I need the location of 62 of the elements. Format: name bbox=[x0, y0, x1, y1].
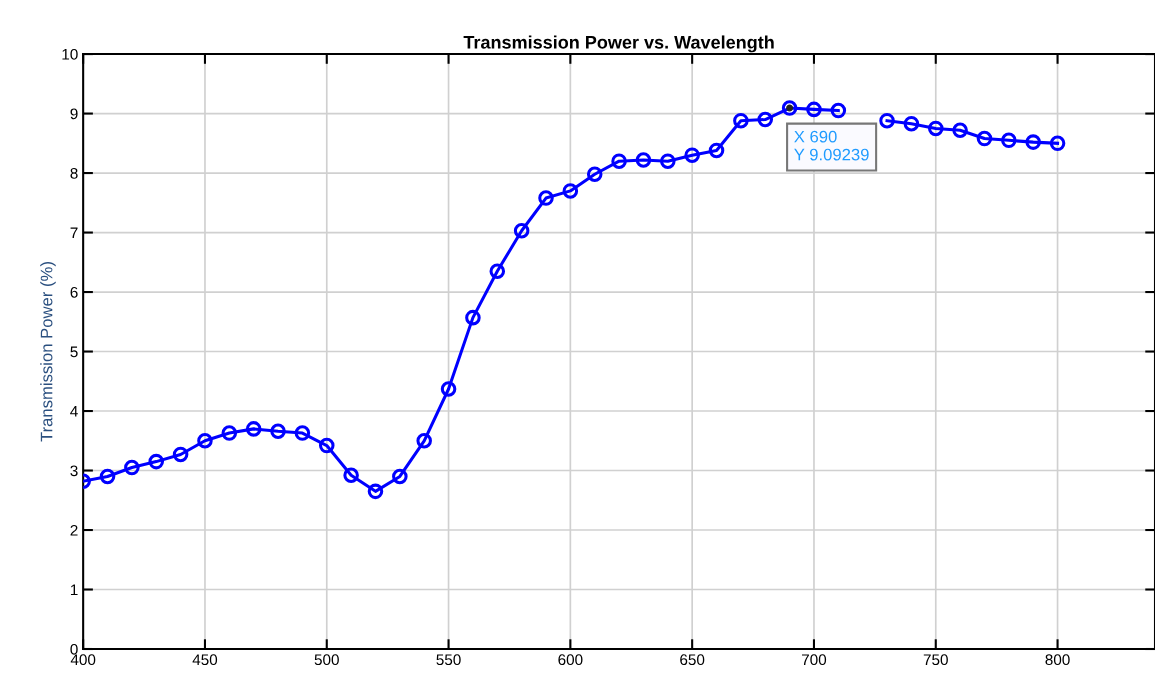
point bbox=[708, 142, 725, 159]
x-tick-label: 600 bbox=[558, 654, 583, 666]
point bbox=[245, 421, 262, 437]
point bbox=[781, 100, 798, 116]
point bbox=[148, 453, 165, 470]
point bbox=[489, 263, 506, 279]
y-tick-label: 8 bbox=[70, 167, 78, 179]
point bbox=[1025, 134, 1041, 150]
point bbox=[99, 468, 116, 485]
point bbox=[660, 153, 676, 169]
point bbox=[197, 433, 213, 449]
point bbox=[294, 425, 311, 441]
y-tick-label: 10 bbox=[62, 48, 78, 60]
point bbox=[684, 147, 700, 163]
point bbox=[392, 468, 408, 485]
point bbox=[172, 446, 189, 463]
annotation: X 690 Y 9.09239 bbox=[794, 130, 869, 161]
point bbox=[611, 153, 627, 169]
x-tick-label: 450 bbox=[192, 654, 218, 666]
point bbox=[635, 152, 652, 168]
point bbox=[440, 381, 457, 397]
point bbox=[927, 120, 944, 137]
point bbox=[367, 483, 384, 500]
point bbox=[830, 102, 847, 119]
x-tick-label: 800 bbox=[1045, 654, 1070, 666]
point bbox=[318, 437, 335, 454]
point bbox=[513, 222, 530, 239]
point bbox=[465, 309, 481, 326]
point bbox=[1049, 135, 1066, 152]
y-tick-label: 9 bbox=[70, 108, 78, 120]
y-tick-label: 3 bbox=[70, 465, 78, 477]
y-tick-label: 4 bbox=[70, 406, 78, 417]
point bbox=[562, 183, 579, 199]
point bbox=[733, 112, 749, 129]
point bbox=[538, 190, 554, 206]
y-axis-title: Transmission Power (%) bbox=[40, 262, 56, 442]
x-tick-label: 750 bbox=[923, 654, 948, 666]
y-tick-label: 5 bbox=[70, 346, 78, 358]
y-tick-label: 0 bbox=[70, 643, 78, 655]
point bbox=[757, 111, 774, 128]
x-tick-label: 700 bbox=[802, 654, 827, 666]
point bbox=[976, 130, 993, 147]
y-tick-label: 1 bbox=[70, 584, 78, 596]
point bbox=[221, 425, 238, 441]
y-tick-label: 2 bbox=[70, 524, 78, 536]
x-tick-label: 400 bbox=[70, 654, 96, 666]
x-tick-label: 550 bbox=[436, 654, 461, 666]
x-tick-label: 500 bbox=[314, 654, 339, 666]
point bbox=[270, 423, 286, 440]
point bbox=[952, 122, 968, 138]
point bbox=[903, 115, 920, 132]
point bbox=[879, 112, 895, 129]
chart-title: Transmission Power vs. Wavelength bbox=[463, 35, 774, 53]
point bbox=[124, 459, 140, 476]
x-tick-label: 650 bbox=[680, 654, 705, 666]
point bbox=[343, 467, 359, 484]
point bbox=[1001, 132, 1017, 149]
point bbox=[806, 101, 822, 118]
point bbox=[416, 433, 432, 449]
point bbox=[586, 166, 603, 183]
y-tick-label: 6 bbox=[70, 286, 78, 298]
y-tick-label: 7 bbox=[70, 227, 78, 239]
